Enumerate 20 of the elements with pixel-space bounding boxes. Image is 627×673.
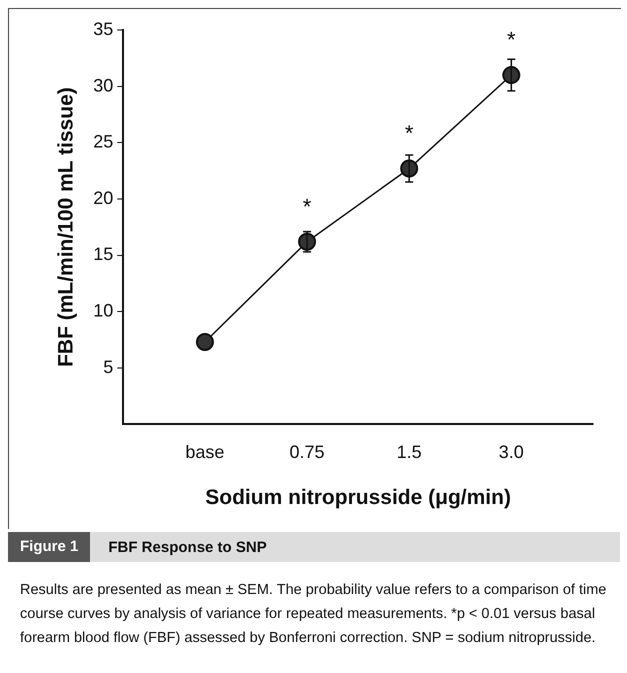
y-tick-label: 25	[93, 132, 114, 152]
x-tick-label: base	[185, 442, 224, 462]
y-tick-label: 5	[103, 356, 114, 377]
annotation: *	[404, 120, 414, 146]
y-tick-label: 30	[93, 75, 114, 96]
y-tick-label: 20	[93, 188, 114, 208]
text: Results are presented as mean ± SEM. The probability value refers to a comparison of time course curves by analysis of variance for repeated measurements. *p < 0.01 versus basal forearm blood flow (FBF) assessed by Bonferroni correction. SNP = sodium nitroprusside.	[20, 581, 608, 648]
x-tick-label: 3.0	[498, 442, 524, 462]
annotation: *	[507, 27, 516, 52]
x-axis-title: Sodium nitroprusside (μg/min)	[205, 486, 511, 510]
y-tick-label: 10	[93, 300, 114, 321]
x-tick-label: 1.5	[396, 442, 422, 462]
y-tick-label: 35	[93, 18, 114, 39]
caption: Figure 1	[8, 532, 90, 562]
y-axis-title: FBF (mL/min/100 mL tissue)	[54, 87, 78, 367]
y-tick-label: 15	[93, 244, 114, 264]
point	[196, 332, 214, 351]
x-tick-label: 0.75	[290, 442, 325, 462]
annotation: *	[302, 194, 312, 219]
text: FBF Response to SNP	[108, 538, 267, 556]
